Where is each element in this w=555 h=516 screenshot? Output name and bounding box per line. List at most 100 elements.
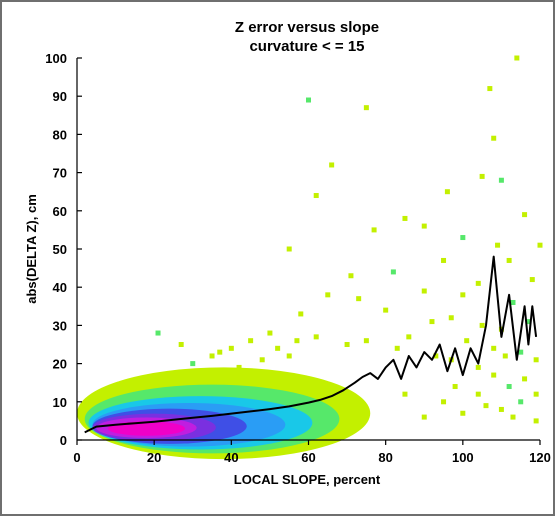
y-tick-label: 80 bbox=[53, 127, 67, 142]
scatter-point bbox=[533, 357, 539, 363]
scatter-point bbox=[475, 391, 481, 397]
scatter-point bbox=[460, 410, 466, 416]
x-tick-label: 40 bbox=[224, 450, 238, 465]
scatter-point bbox=[441, 257, 447, 263]
scatter-point bbox=[514, 55, 520, 61]
scatter-point bbox=[518, 349, 524, 355]
y-tick-label: 40 bbox=[53, 280, 67, 295]
scatter-point bbox=[228, 345, 234, 351]
scatter-point bbox=[313, 193, 319, 199]
scatter-point bbox=[533, 418, 539, 424]
scatter-point bbox=[259, 357, 265, 363]
x-tick-label: 80 bbox=[378, 450, 392, 465]
scatter-point bbox=[421, 288, 427, 294]
scatter-point bbox=[475, 364, 481, 370]
scatter-point bbox=[248, 338, 254, 344]
x-tick-label: 0 bbox=[73, 450, 80, 465]
scatter-point bbox=[495, 242, 501, 248]
scatter-point bbox=[429, 319, 435, 325]
scatter-point bbox=[402, 391, 408, 397]
scatter-point bbox=[529, 277, 535, 283]
scatter-point bbox=[294, 338, 300, 344]
y-tick-label: 20 bbox=[53, 357, 67, 372]
scatter-point bbox=[433, 353, 439, 359]
y-tick-label: 90 bbox=[53, 89, 67, 104]
scatter-point bbox=[510, 299, 516, 305]
scatter-point bbox=[498, 406, 504, 412]
chart-subtitle: curvature < = 15 bbox=[249, 38, 364, 55]
scatter-point bbox=[286, 246, 292, 252]
scatter-point bbox=[329, 162, 335, 168]
scatter-point bbox=[483, 403, 489, 409]
scatter-point bbox=[217, 349, 223, 355]
scatter-point bbox=[444, 189, 450, 195]
scatter-point bbox=[298, 311, 304, 317]
y-tick-label: 0 bbox=[60, 433, 67, 448]
scatter-point bbox=[510, 414, 516, 420]
scatter-point bbox=[348, 273, 354, 279]
y-tick-label: 60 bbox=[53, 204, 67, 219]
y-tick-label: 30 bbox=[53, 318, 67, 333]
scatter-point bbox=[506, 257, 512, 263]
scatter-layer bbox=[155, 55, 543, 424]
x-tick-label: 100 bbox=[452, 450, 474, 465]
scatter-point bbox=[533, 391, 539, 397]
series-line bbox=[84, 255, 538, 434]
scatter-point bbox=[506, 384, 512, 390]
scatter-point bbox=[421, 223, 427, 229]
scatter-point bbox=[522, 212, 528, 218]
y-tick-label: 10 bbox=[53, 395, 67, 410]
scatter-point bbox=[537, 242, 543, 248]
x-tick-label: 120 bbox=[529, 450, 551, 465]
scatter-point bbox=[525, 319, 531, 325]
scatter-point bbox=[313, 334, 319, 340]
scatter-point bbox=[491, 372, 497, 378]
scatter-point bbox=[460, 292, 466, 298]
scatter-point bbox=[236, 364, 242, 370]
scatter-point bbox=[190, 361, 196, 367]
scatter-point bbox=[502, 353, 508, 359]
scatter-point bbox=[460, 235, 466, 241]
scatter-point bbox=[390, 269, 396, 275]
y-tick-label: 100 bbox=[45, 51, 67, 66]
scatter-point bbox=[344, 342, 350, 347]
scatter-point bbox=[448, 315, 454, 321]
scatter-point bbox=[383, 307, 389, 313]
scatter-point bbox=[518, 399, 524, 405]
scatter-point bbox=[475, 280, 481, 286]
scatter-point bbox=[356, 296, 362, 302]
scatter-point bbox=[479, 173, 485, 179]
scatter-point bbox=[394, 345, 400, 351]
y-axis-label: abs(DELTA Z), cm bbox=[24, 194, 39, 304]
scatter-point bbox=[286, 353, 292, 359]
scatter-point bbox=[267, 330, 273, 336]
scatter-point bbox=[209, 353, 215, 359]
axes-layer: 0 20 40 60 80 100 120 0 10 20 30 40 50 60 70 80 90 100 bbox=[45, 51, 551, 465]
scatter-point bbox=[325, 292, 331, 298]
scatter-point bbox=[491, 135, 497, 141]
scatter-point bbox=[402, 215, 408, 221]
scatter-point bbox=[178, 342, 184, 347]
scatter-point bbox=[421, 414, 427, 420]
scatter-point bbox=[306, 97, 311, 103]
scatter-point bbox=[275, 345, 281, 351]
scatter-point bbox=[363, 105, 369, 111]
scatter-point bbox=[498, 177, 504, 183]
scatter-point bbox=[155, 330, 161, 336]
x-axis-label: LOCAL SLOPE, percent bbox=[234, 472, 381, 487]
scatter-point bbox=[522, 376, 528, 382]
scatter-point bbox=[491, 345, 497, 351]
y-tick-label: 50 bbox=[53, 242, 67, 257]
line-layer bbox=[84, 255, 538, 434]
density-layer bbox=[77, 367, 371, 460]
scatter-point bbox=[371, 227, 377, 233]
scatter-point bbox=[441, 399, 447, 405]
x-tick-label: 60 bbox=[301, 450, 315, 465]
scatter-point bbox=[487, 86, 493, 92]
x-tick-label: 20 bbox=[147, 450, 161, 465]
scatter-point bbox=[479, 322, 485, 328]
scatter-point bbox=[406, 334, 412, 340]
scatter-point bbox=[464, 338, 470, 344]
chart-title: Z error versus slope bbox=[235, 19, 379, 36]
